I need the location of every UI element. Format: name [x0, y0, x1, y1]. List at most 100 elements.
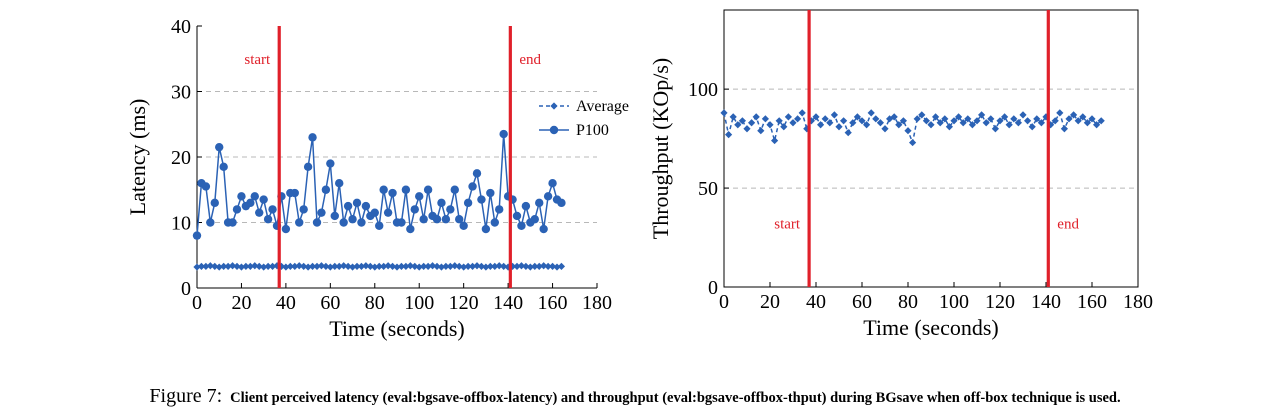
point — [927, 121, 935, 129]
point — [406, 224, 415, 234]
point — [473, 262, 481, 270]
x-tick-label: 20 — [760, 291, 780, 313]
point — [246, 262, 254, 270]
point — [794, 115, 802, 123]
point — [388, 188, 397, 198]
point — [313, 262, 321, 270]
point — [282, 263, 290, 271]
x-tick-label: 180 — [582, 292, 612, 314]
point — [344, 262, 352, 270]
point — [1093, 121, 1101, 129]
caption: Figure 7: Client perceived latency (eval… — [149, 385, 1120, 407]
point — [491, 262, 499, 270]
point — [1065, 115, 1073, 123]
point — [441, 215, 451, 224]
point — [379, 185, 388, 194]
point — [464, 262, 472, 270]
point — [228, 218, 237, 227]
point — [232, 205, 242, 214]
point — [237, 192, 246, 201]
point — [371, 263, 379, 271]
point — [734, 121, 742, 129]
x-tick-label: 80 — [365, 292, 385, 314]
point — [192, 231, 202, 240]
point — [535, 198, 544, 208]
point — [268, 262, 277, 270]
point — [455, 215, 464, 224]
point — [548, 179, 557, 188]
point — [950, 117, 958, 125]
y-tick-label: 20 — [171, 147, 191, 169]
point — [312, 218, 322, 227]
point — [982, 119, 990, 127]
x-tick-label: 140 — [1031, 291, 1061, 313]
point — [789, 119, 797, 127]
point — [255, 208, 264, 217]
point — [375, 262, 383, 270]
point — [955, 113, 963, 121]
point — [725, 131, 733, 139]
point — [844, 129, 852, 137]
point — [973, 117, 981, 125]
point — [959, 119, 967, 127]
point — [255, 262, 263, 270]
point — [340, 262, 348, 270]
point — [522, 262, 530, 270]
y-axis-label: Throughput (KOp/s) — [648, 58, 673, 239]
point — [264, 262, 272, 270]
x-tick-label: 20 — [231, 292, 251, 314]
caption-label: Figure 7: — [149, 385, 222, 407]
point — [362, 262, 370, 270]
caption-text: Client perceived latency (eval:bgsave-of… — [230, 390, 1120, 406]
point — [251, 262, 259, 270]
point — [402, 262, 410, 270]
point — [290, 188, 299, 198]
point — [210, 198, 219, 208]
point — [1042, 113, 1050, 121]
point — [1051, 117, 1059, 125]
point — [463, 198, 473, 208]
point — [1060, 125, 1068, 133]
point — [260, 263, 268, 271]
point — [419, 215, 428, 224]
point — [775, 117, 783, 125]
point — [557, 198, 566, 208]
point — [206, 262, 214, 270]
point — [339, 218, 348, 227]
point — [987, 115, 995, 123]
y-tick-label: 40 — [171, 16, 191, 38]
point — [446, 262, 454, 270]
point — [996, 117, 1004, 125]
point — [388, 262, 397, 270]
point — [326, 159, 335, 168]
point — [932, 113, 940, 121]
point — [876, 119, 884, 127]
point — [495, 262, 503, 270]
plot-frame — [723, 9, 1139, 288]
point — [835, 123, 843, 131]
point — [881, 125, 889, 133]
point — [504, 263, 512, 271]
point — [936, 119, 944, 127]
point — [548, 262, 557, 270]
point — [780, 123, 788, 131]
point — [840, 117, 848, 125]
x-tick-label: 140 — [493, 292, 523, 314]
x-tick-label: 180 — [1123, 291, 1153, 313]
point — [322, 262, 330, 270]
point — [531, 262, 539, 270]
point — [913, 115, 921, 123]
point — [375, 221, 384, 230]
event-label: start — [244, 52, 271, 68]
point — [517, 221, 526, 230]
event-label: end — [1057, 216, 1079, 232]
point — [863, 121, 871, 129]
x-axis-label: Time (seconds) — [329, 316, 464, 341]
point — [513, 262, 521, 270]
point — [553, 263, 561, 271]
point — [437, 198, 446, 208]
point — [459, 221, 468, 230]
point — [1019, 111, 1027, 119]
point — [450, 185, 459, 194]
point — [193, 263, 201, 271]
